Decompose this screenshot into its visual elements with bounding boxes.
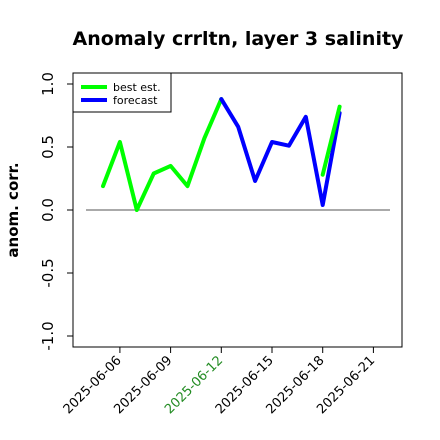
series-line-forecast <box>219 97 342 207</box>
legend-label-forecast: forecast <box>113 94 158 107</box>
legend-label-best-est: best est. <box>113 81 161 94</box>
legend-box <box>72 72 172 113</box>
y-tick-label: -0.5 <box>39 258 57 287</box>
chart-title: Anomaly crrltn, layer 3 salinity <box>73 28 404 50</box>
legend: best est. forecast <box>72 72 172 113</box>
series-line-segment-2 <box>320 104 342 177</box>
plot-marks: -1.0-0.50.00.51.02025-06-062025-06-09202… <box>39 72 390 417</box>
y-tick-label: -1.0 <box>39 321 57 350</box>
series-line-best-est- <box>101 97 224 212</box>
y-tick-label: 1.0 <box>39 72 57 96</box>
y-tick-label: 0.0 <box>39 198 57 222</box>
y-tick-label: 0.5 <box>39 135 57 159</box>
y-axis-label: anom. corr. <box>4 162 22 257</box>
